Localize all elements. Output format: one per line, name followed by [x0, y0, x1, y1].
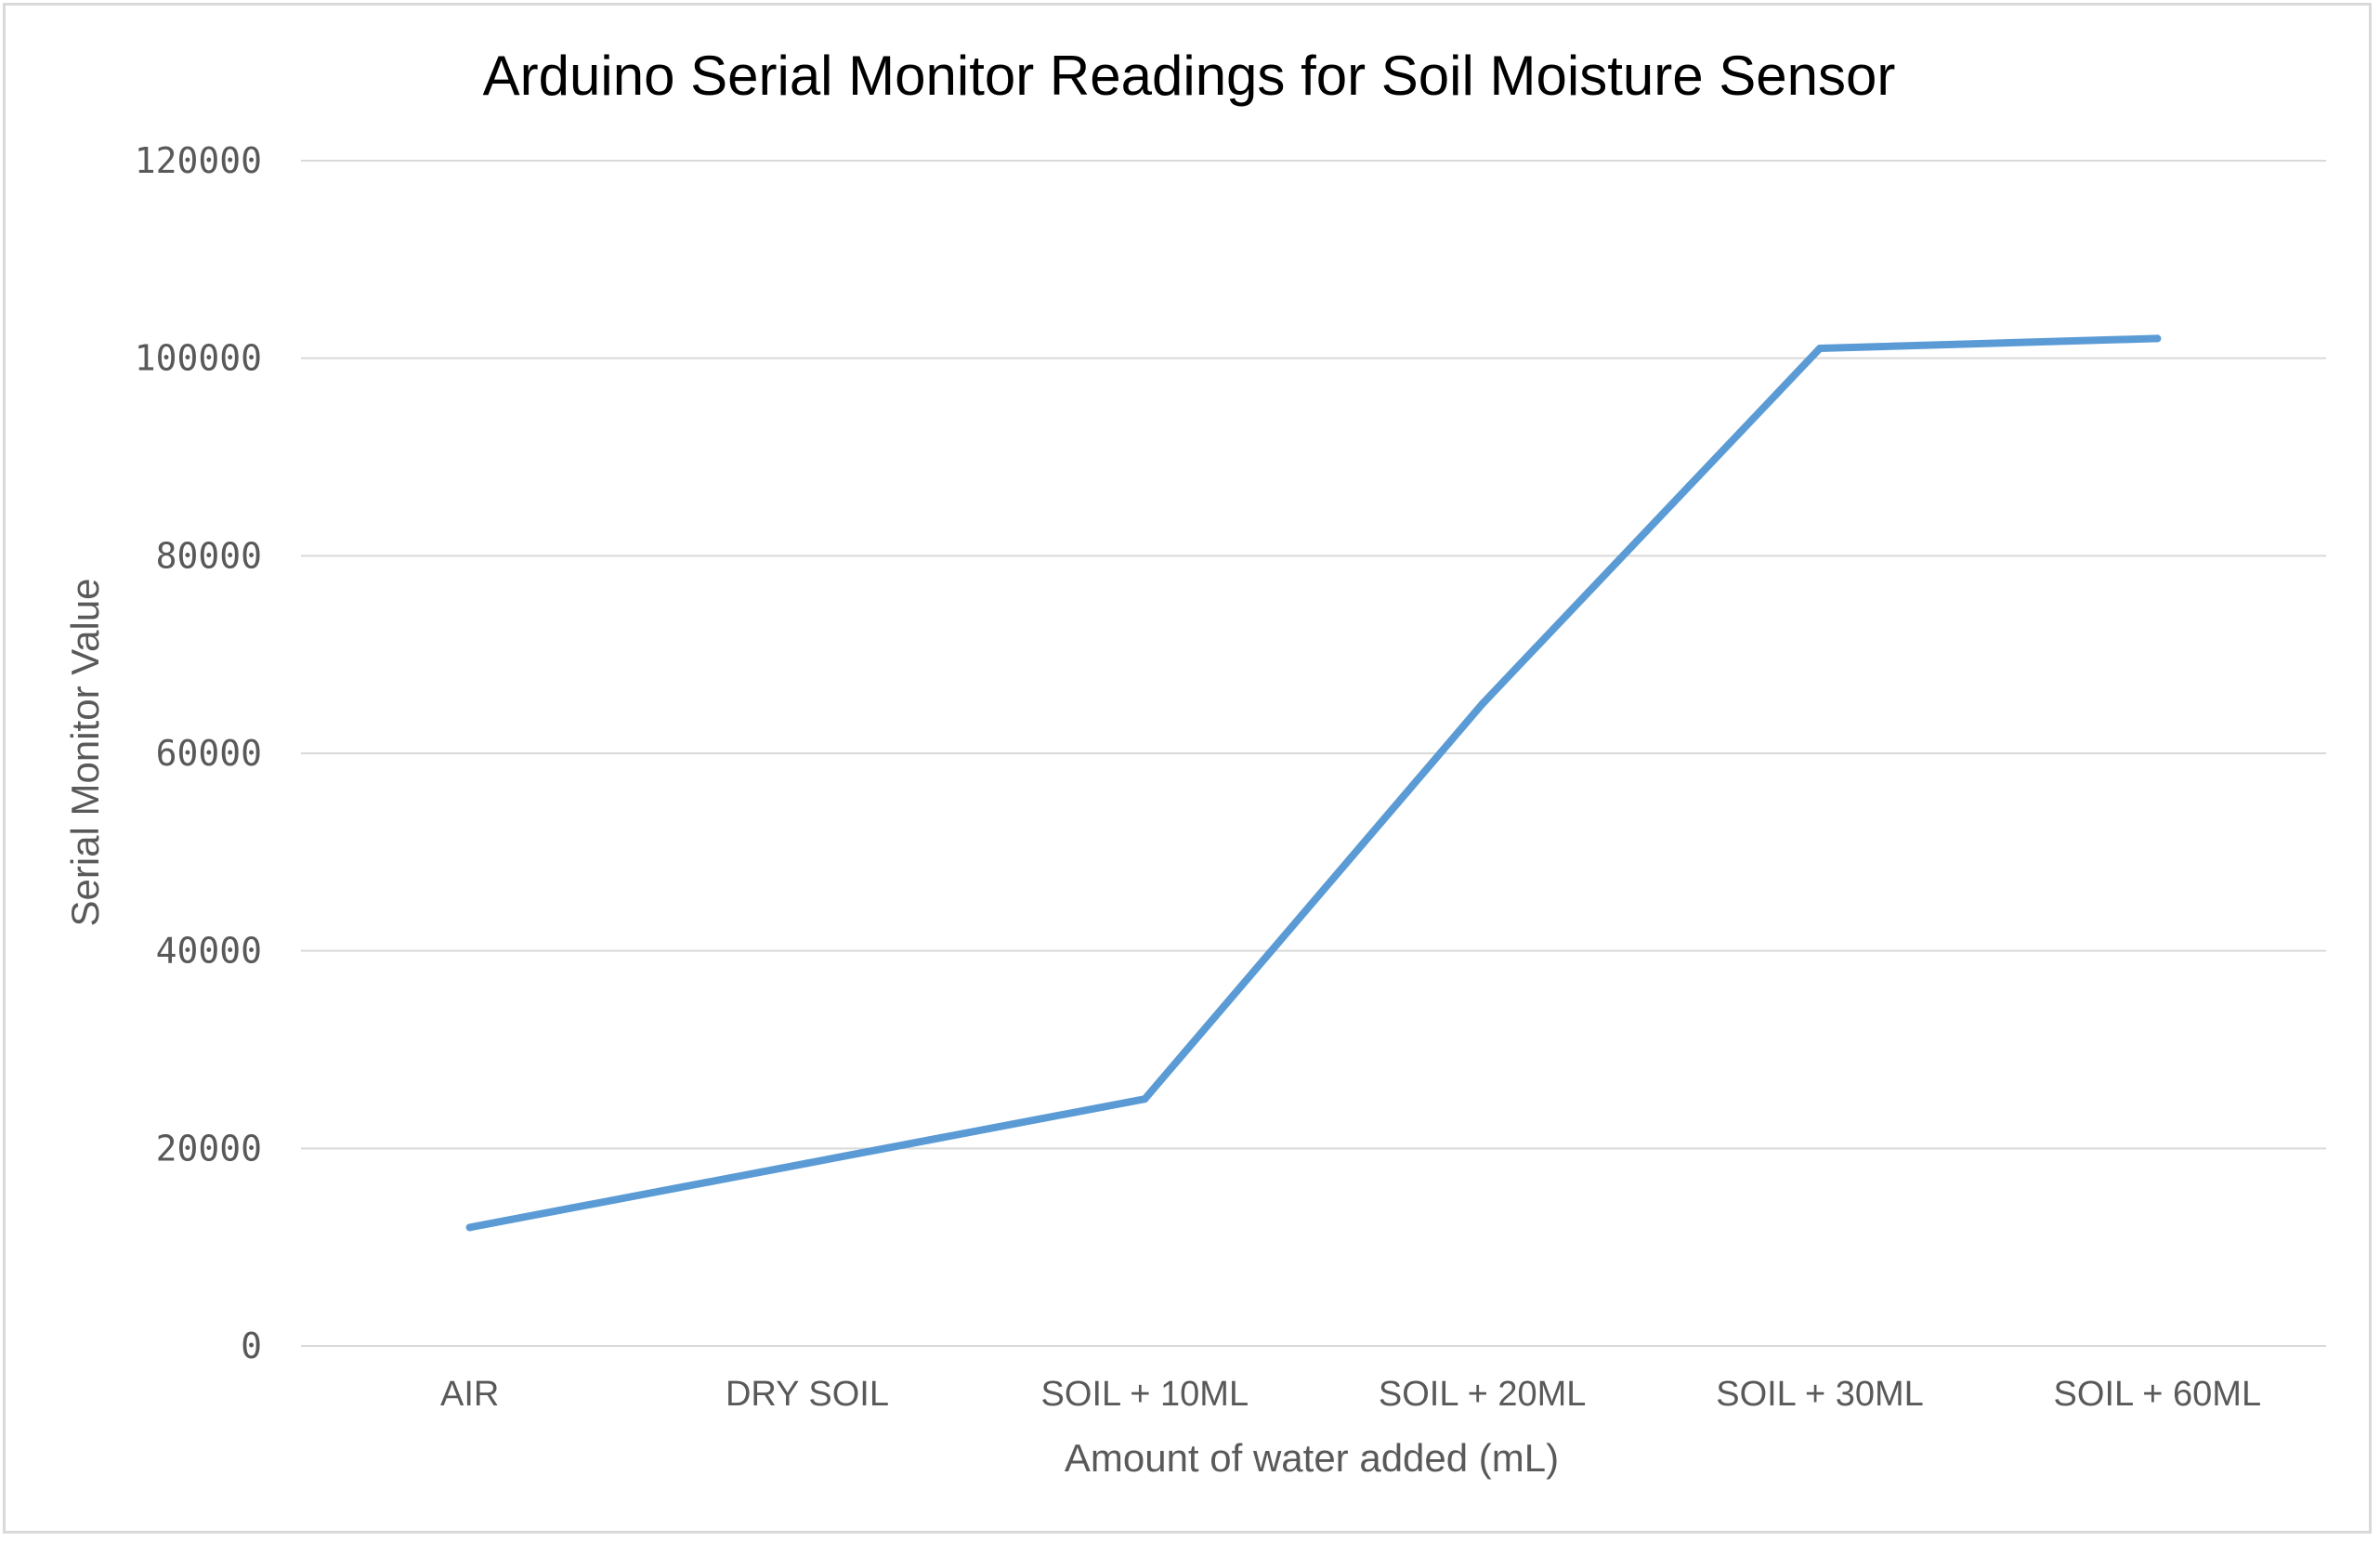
y-tick-label: 100000	[135, 338, 262, 379]
series-group	[465, 334, 2162, 1232]
y-axis-ticks: 0 20000 40000 60000 80000 100000 120000	[135, 140, 262, 1366]
y-tick-label: 120000	[135, 140, 262, 181]
y-axis-title: Serial Monitor Value	[63, 578, 107, 926]
data-point	[804, 1159, 811, 1168]
y-tick-label: 60000	[156, 733, 262, 774]
x-tick-label: DRY SOIL	[726, 1375, 889, 1414]
chart-title: Arduino Serial Monitor Readings for Soil…	[483, 45, 1896, 107]
x-tick-label: SOIL + 10ML	[1041, 1375, 1249, 1414]
data-point	[465, 1223, 474, 1232]
y-tick-label: 80000	[156, 535, 262, 576]
x-tick-label: SOIL + 60ML	[2054, 1375, 2262, 1414]
y-tick-label: 0	[241, 1326, 262, 1366]
x-tick-label: AIR	[440, 1375, 499, 1414]
series-line	[465, 334, 2162, 1232]
x-tick-label: SOIL + 30ML	[1716, 1375, 1924, 1414]
data-point	[2153, 334, 2162, 343]
data-point	[1141, 1095, 1149, 1104]
y-tick-label: 40000	[156, 931, 262, 972]
x-axis-ticks: AIR DRY SOIL SOIL + 10ML SOIL + 20ML SOIL + …	[440, 1375, 2261, 1414]
gridlines	[301, 160, 2326, 1347]
x-tick-label: SOIL + 20ML	[1379, 1375, 1587, 1414]
chart-area	[3, 3, 2372, 1534]
x-axis-title: Amount of water added (mL)	[1065, 1436, 1559, 1480]
y-tick-label: 20000	[156, 1128, 262, 1169]
data-point	[1478, 699, 1486, 708]
data-point	[1816, 345, 1824, 353]
